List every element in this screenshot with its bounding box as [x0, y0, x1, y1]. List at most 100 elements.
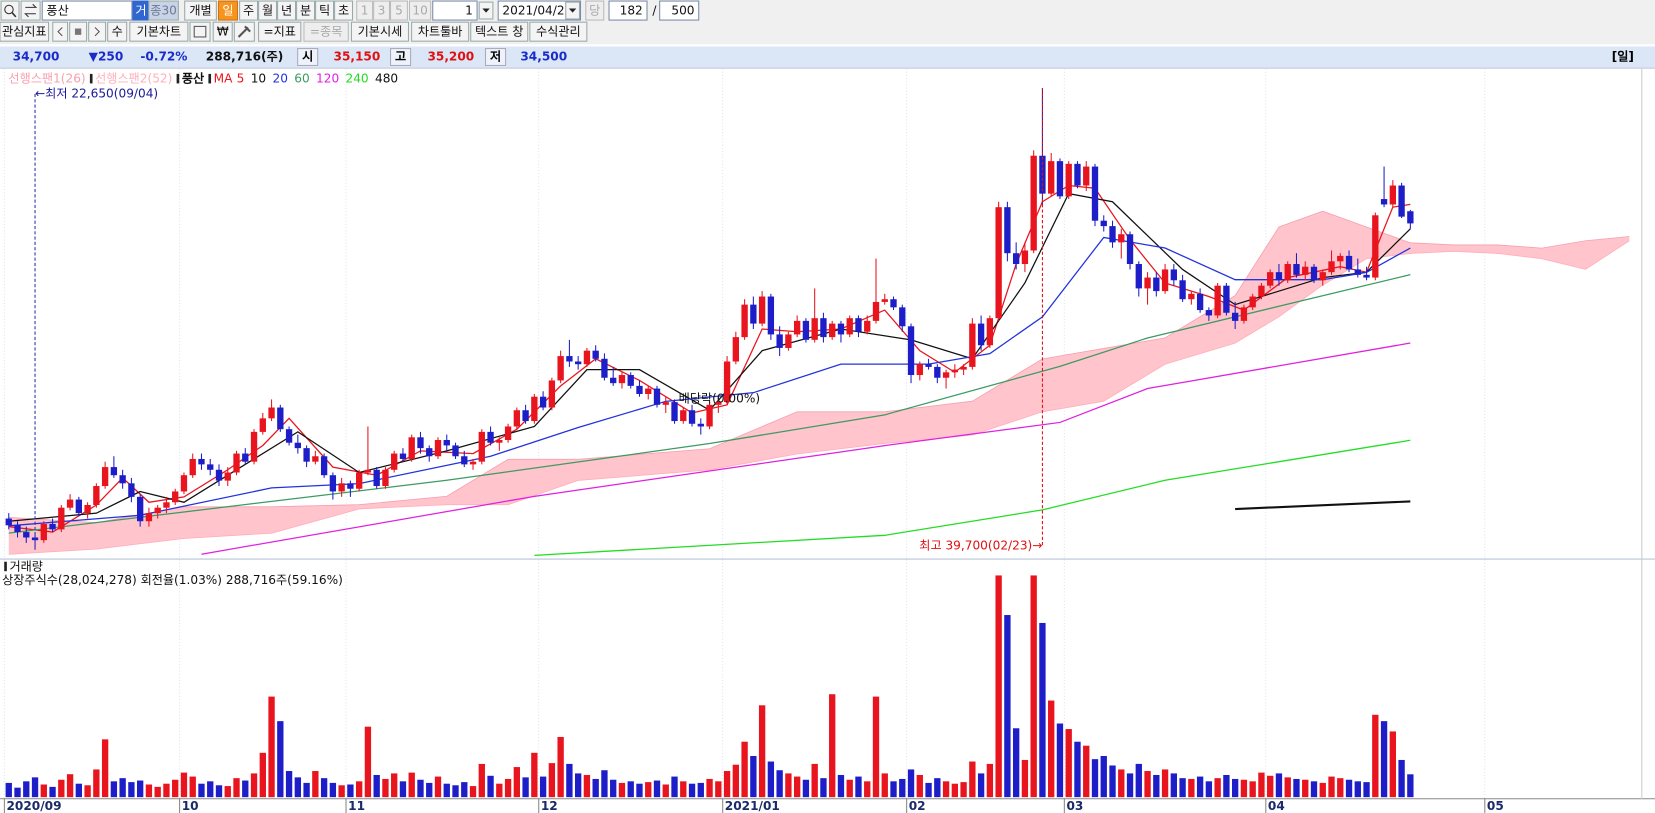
- toolbar-button[interactable]: [296, 0, 316, 21]
- toolbar-label[interactable]: 5: [395, 4, 403, 18]
- toolbar-label[interactable]: /: [652, 4, 657, 18]
- toolbar-button[interactable]: [41, 0, 133, 21]
- volume-bar: [548, 763, 556, 798]
- volume-bar: [1109, 765, 1116, 798]
- legend-label: MA: [214, 72, 233, 86]
- toolbar-button[interactable]: [303, 21, 349, 42]
- candle-body: [1188, 293, 1195, 300]
- candle-body: [1223, 285, 1230, 313]
- volume-bar: [899, 778, 906, 798]
- next-button[interactable]: [88, 21, 107, 42]
- candle-body: [960, 366, 967, 370]
- toolbar-label[interactable]: 수: [112, 25, 123, 39]
- toolbar-label[interactable]: 182: [620, 4, 643, 18]
- candle-body: [872, 301, 880, 321]
- toolbar-label[interactable]: 기본차트: [137, 25, 182, 39]
- toolbar-label[interactable]: 년: [281, 4, 292, 18]
- toolbar-label[interactable]: 기본시세: [358, 25, 403, 39]
- toolbar-button[interactable]: [470, 21, 529, 42]
- toolbar-label[interactable]: 초: [338, 4, 349, 18]
- candle-body: [1100, 220, 1107, 227]
- toolbar-label[interactable]: 틱: [319, 4, 330, 18]
- period-label[interactable]: [일]: [1612, 50, 1634, 64]
- toolbar-button[interactable]: [409, 0, 432, 21]
- toolbar-button[interactable]: [129, 21, 189, 42]
- swap-button[interactable]: [20, 0, 41, 21]
- toolbar-label[interactable]: 당: [589, 4, 600, 18]
- toolbar-button[interactable]: [411, 21, 470, 42]
- x-tick-label: 2021/01: [725, 799, 780, 813]
- prev-button[interactable]: [52, 21, 69, 42]
- toolbar-button[interactable]: [277, 0, 297, 21]
- candle-body: [846, 318, 853, 335]
- toolbar-label[interactable]: 주: [243, 4, 254, 18]
- candle-body: [1074, 163, 1081, 186]
- volume-bar: [1240, 779, 1248, 798]
- toolbar-label[interactable]: 텍스트 창: [475, 25, 523, 39]
- toolbar-label[interactable]: ₩: [217, 25, 229, 39]
- toolbar-button[interactable]: [334, 0, 354, 21]
- toolbar-button[interactable]: [497, 0, 582, 21]
- toolbar-button[interactable]: [212, 21, 233, 42]
- toolbar-button[interactable]: [390, 0, 408, 21]
- toolbar-button[interactable]: [373, 0, 391, 21]
- toolbar-button[interactable]: [217, 0, 239, 21]
- toolbar-button[interactable]: [258, 0, 278, 21]
- toolbar-label[interactable]: 풍산: [46, 4, 68, 18]
- volume-bar: [259, 752, 266, 798]
- legend-entry: 10: [251, 72, 266, 86]
- candle-body: [995, 207, 1002, 319]
- volume-bar: [601, 770, 608, 798]
- toolbar-label[interactable]: 1: [361, 4, 369, 18]
- toolbar-label[interactable]: 거: [135, 4, 146, 18]
- line: [534, 439, 1411, 557]
- candle-body: [697, 423, 704, 427]
- toolbar-button[interactable]: [350, 21, 410, 42]
- candle-body: [1398, 185, 1405, 217]
- toolbar-label[interactable]: 3: [378, 4, 386, 18]
- toolbar-button[interactable]: [659, 0, 700, 21]
- toolbar-label[interactable]: 1: [465, 4, 473, 18]
- candle-body: [198, 458, 205, 465]
- toolbar-label[interactable]: 관심지표: [2, 25, 47, 39]
- toolbar-label[interactable]: =종목: [310, 25, 342, 39]
- toolbar-button[interactable]: [585, 0, 605, 21]
- toolbar-button[interactable]: [107, 21, 128, 42]
- toolbar-button[interactable]: [432, 0, 478, 21]
- volume-bar: [566, 763, 573, 798]
- candle-body: [1389, 185, 1396, 205]
- volume-bar: [145, 784, 153, 798]
- volume-bar: [907, 769, 915, 798]
- candle-body: [1214, 285, 1221, 316]
- toolbar-button[interactable]: [258, 21, 302, 42]
- toolbar-label[interactable]: 일: [222, 4, 233, 18]
- toolbar-label[interactable]: 수식관리: [536, 25, 581, 39]
- toolbar-label[interactable]: 차트툴바: [418, 25, 463, 39]
- toolbar-label[interactable]: 종30: [150, 4, 177, 18]
- volume-bar: [373, 774, 380, 798]
- toolbar-button[interactable]: [608, 0, 648, 21]
- toolbar-label[interactable]: 개별: [189, 4, 211, 18]
- toolbar-label[interactable]: 분: [300, 4, 311, 18]
- volume-bar: [1056, 723, 1064, 798]
- toolbar-button[interactable]: [356, 0, 374, 21]
- candle-body: [767, 296, 775, 335]
- toolbar-button[interactable]: [315, 0, 335, 21]
- toolbar-button[interactable]: [184, 0, 217, 21]
- toolbar-label[interactable]: 월: [262, 4, 273, 18]
- toolbar-label[interactable]: 2021/04/22: [502, 4, 572, 18]
- toolbar-button[interactable]: [148, 0, 179, 21]
- volume-bar: [1153, 774, 1160, 798]
- toolbar-button[interactable]: [0, 21, 50, 42]
- volume-bar: [837, 774, 845, 798]
- tool-button[interactable]: [189, 21, 211, 42]
- toolbar-button[interactable]: [239, 0, 259, 21]
- toolbar-label[interactable]: 500: [671, 4, 694, 18]
- toolbar-label[interactable]: 10: [412, 4, 427, 18]
- candle-body: [864, 320, 871, 332]
- toolbar-button[interactable]: [529, 21, 588, 42]
- volume-bar: [811, 763, 818, 798]
- toolbar-label[interactable]: =지표: [263, 25, 295, 39]
- search-button[interactable]: [0, 0, 20, 21]
